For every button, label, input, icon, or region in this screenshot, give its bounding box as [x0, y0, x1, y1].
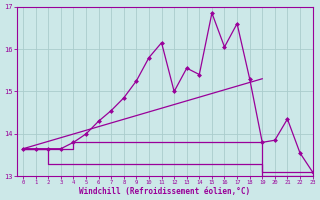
X-axis label: Windchill (Refroidissement éolien,°C): Windchill (Refroidissement éolien,°C) — [79, 187, 250, 196]
